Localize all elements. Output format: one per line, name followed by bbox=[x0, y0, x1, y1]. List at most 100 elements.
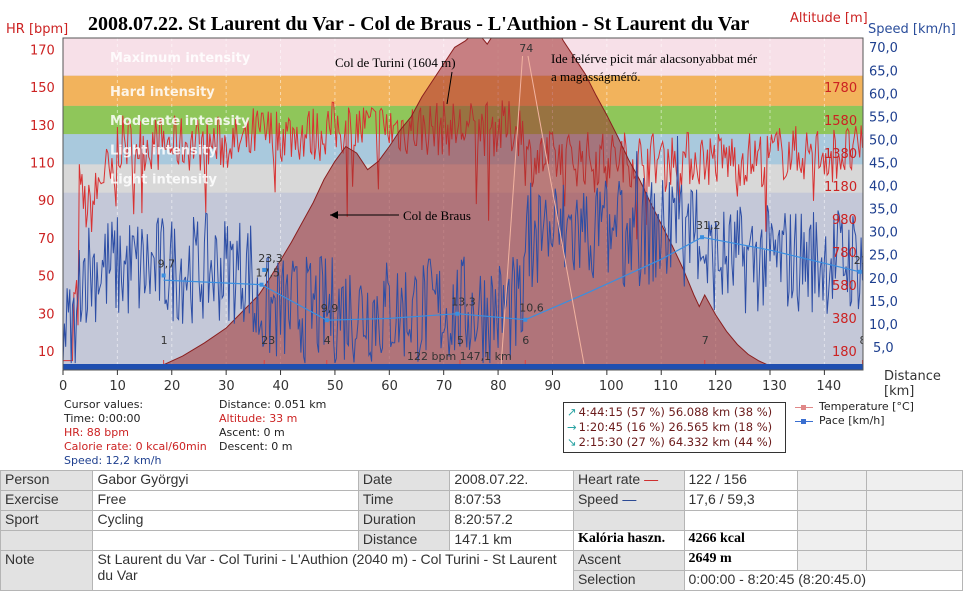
hr-tick-label: 110 bbox=[30, 157, 55, 172]
note-value[interactable]: St Laurent du Var - Col Turini - L'Authi… bbox=[92, 550, 574, 591]
altitude-series bbox=[63, 38, 863, 370]
hr-tick-label: 70 bbox=[38, 232, 55, 247]
altitude-axis: 180 380 580 780 980 1180 1380 1580 1780 bbox=[824, 81, 857, 360]
legend-temperature[interactable]: Temperature [°C] bbox=[795, 400, 914, 414]
duration-value[interactable]: 8:20:57.2 bbox=[449, 510, 574, 531]
speed-tick-label: 70,0 bbox=[869, 41, 898, 56]
zone-label: Light intensity bbox=[110, 173, 217, 188]
speed-tick-label: 50,0 bbox=[869, 133, 898, 148]
speed-series bbox=[63, 135, 863, 364]
hr-key: Heart rate — bbox=[572, 470, 685, 491]
calorie-key: Kalória haszn. bbox=[572, 530, 685, 551]
time-key: Time bbox=[357, 490, 451, 511]
altitude-tick-label: 580 bbox=[832, 279, 857, 294]
hr-tick-label: 90 bbox=[38, 194, 55, 209]
selection-key: Selection bbox=[572, 570, 685, 591]
arrow-down-icon: ↘ bbox=[567, 435, 577, 449]
person-value[interactable]: Gabor Györgyi bbox=[92, 470, 359, 491]
x-tick-label: 130 bbox=[762, 379, 787, 394]
bottom-cursor-label: 122 bpm 147,1 km bbox=[407, 350, 512, 363]
x-tick-label: 140 bbox=[816, 379, 841, 394]
workout-chart[interactable]: 2008.07.22. St Laurent du Var - Col de B… bbox=[0, 0, 963, 470]
speed-axis: 5,0 10,0 15,0 20,0 25,0 30,0 35,0 40,0 45,0 50,0 5… bbox=[869, 41, 898, 356]
altitude-tick-label: 1180 bbox=[824, 180, 857, 195]
chart-legend: Temperature [°C] Pace [km/h] bbox=[795, 400, 914, 428]
date-value[interactable]: 2008.07.22. bbox=[449, 470, 574, 491]
plot-area[interactable]: 9,717,523,39,9 13,3 10,631,221,3 1 23 4 5 6 7 87… bbox=[63, 0, 878, 375]
cursor-speed: Speed: 12,2 km/h bbox=[64, 454, 162, 467]
cursor-ascent: Ascent: 0 m bbox=[219, 426, 285, 439]
sport-value[interactable]: Cycling bbox=[92, 510, 359, 531]
pace-point-label: 9,9 bbox=[321, 302, 339, 315]
hr-tick-label: 30 bbox=[38, 307, 55, 322]
altitude-tick-label: 1780 bbox=[824, 81, 857, 96]
cursor-distance: Distance: 0.051 km bbox=[219, 398, 327, 411]
legend-pace[interactable]: Pace [km/h] bbox=[795, 414, 914, 428]
zone-label: Moderate intensity bbox=[110, 114, 250, 129]
speed-tick-label: 55,0 bbox=[869, 110, 898, 125]
pace-point bbox=[700, 235, 705, 240]
lap-markers: 1 23 4 5 6 7 874 bbox=[161, 42, 866, 370]
x-axis: 0 10 20 30 40 50 60 70 80 90 100 110 120 130 140 bbox=[59, 370, 841, 394]
zone-label: Hard intensity bbox=[110, 85, 215, 100]
cursor-calorie: Calorie rate: 0 kcal/60min bbox=[64, 440, 207, 453]
cursor-values-2: Distance: 0.051 km Altitude: 33 m Ascent… bbox=[219, 398, 326, 454]
altitude-tick-label: 1380 bbox=[824, 147, 857, 162]
cursor-hr: HR: 88 bpm bbox=[64, 426, 129, 439]
pace-point bbox=[161, 273, 166, 278]
annotation-col-de-turini: Col de Turini (1604 m) bbox=[335, 55, 456, 70]
x-tick-label: 20 bbox=[164, 379, 181, 394]
hr-tick-label: 130 bbox=[30, 119, 55, 134]
hr-tick-label: 50 bbox=[38, 270, 55, 285]
pace-point bbox=[324, 318, 329, 323]
hr-tick-label: 170 bbox=[30, 43, 55, 58]
distance-value[interactable]: 147.1 km bbox=[449, 530, 574, 551]
altitude-area bbox=[63, 38, 863, 370]
lap-marker-label: 23 bbox=[261, 334, 275, 347]
annotation-col-de-braus: Col de Braus bbox=[403, 208, 471, 223]
speed-tick-label: 20,0 bbox=[869, 272, 898, 287]
altitude-tick-label: 380 bbox=[832, 312, 857, 327]
pace-point-label: 10,6 bbox=[519, 302, 544, 315]
x-tick-label: 100 bbox=[599, 379, 624, 394]
exercise-value[interactable]: Free bbox=[92, 490, 359, 511]
speed-line bbox=[63, 135, 863, 364]
pace-point bbox=[259, 282, 264, 287]
altitude-tick-label: 980 bbox=[832, 213, 857, 228]
x-tick-label: 0 bbox=[59, 379, 67, 394]
selection-value[interactable]: 0:00:00 - 8:20:45 (8:20:45.0) bbox=[683, 570, 963, 591]
person-key: Person bbox=[0, 470, 94, 491]
peak-label: 74 bbox=[519, 42, 533, 55]
speed-tick-label: 30,0 bbox=[869, 226, 898, 241]
annotation-braus-arrowhead bbox=[330, 211, 338, 219]
pace-line-icon bbox=[795, 418, 813, 424]
table-row: Selection 0:00:00 - 8:20:45 (8:20:45.0) bbox=[1, 570, 963, 591]
annotation-turini-pointer bbox=[446, 71, 453, 105]
x-tick-label: 60 bbox=[381, 379, 398, 394]
cursor-title: Cursor values: bbox=[64, 398, 144, 411]
pace-point bbox=[857, 269, 862, 274]
lap-marker-label: 8 bbox=[859, 334, 866, 347]
arrow-up-icon: ↗ bbox=[567, 405, 577, 419]
lap-marker-label: 1 bbox=[161, 334, 168, 347]
lap-row-ascent: ↗ 4:44:15 (57 %) 56.088 km (38 %) bbox=[567, 405, 773, 419]
arrow-right-icon: → bbox=[567, 420, 577, 434]
lap-marker-label: 4 bbox=[324, 334, 331, 347]
altimeter-note-line bbox=[527, 55, 586, 370]
ascent-key: Ascent bbox=[572, 550, 685, 571]
pace-series: 9,7 17,5 23,3 9,9 13,3 10,6 31,2 21,3 bbox=[158, 219, 863, 323]
distance-axis-unit: [km] bbox=[884, 384, 914, 399]
x-tick-label: 70 bbox=[436, 379, 453, 394]
table-row: Exercise Free Time 8:07:53 Speed — 17,6 … bbox=[0, 490, 963, 511]
speed-tick-label: 40,0 bbox=[869, 180, 898, 195]
hr-axis: 10 30 50 70 90 110 130 150 170 bbox=[30, 43, 55, 360]
x-tick-label: 80 bbox=[490, 379, 507, 394]
speed-tick-label: 45,0 bbox=[869, 157, 898, 172]
time-value[interactable]: 8:07:53 bbox=[449, 490, 574, 511]
speed-tick-label: 60,0 bbox=[869, 87, 898, 102]
plot-frame bbox=[62, 37, 864, 371]
altitude-tick-label: 780 bbox=[832, 246, 857, 261]
lap-summary-box: ↗ 4:44:15 (57 %) 56.088 km (38 %) → 1:20:4… bbox=[563, 402, 786, 453]
zone-label: Maximum intensity bbox=[110, 51, 251, 66]
pace-point-label: 31,2 bbox=[696, 219, 721, 232]
